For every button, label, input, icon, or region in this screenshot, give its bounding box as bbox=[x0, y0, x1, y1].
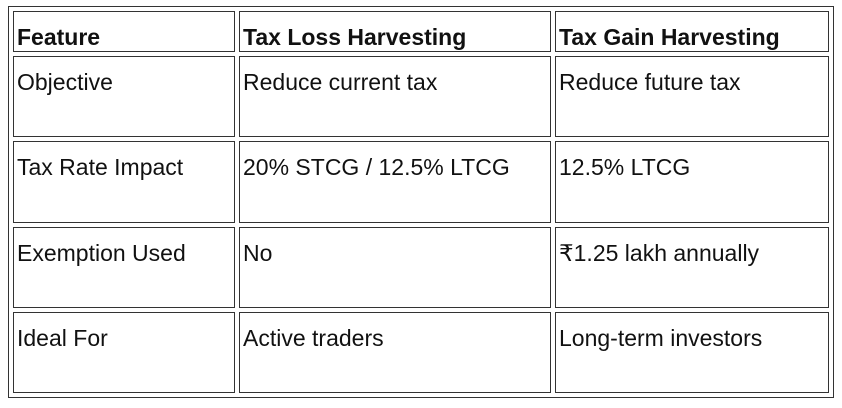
header-cell: Tax Loss Harvesting bbox=[239, 11, 551, 52]
table-body: Objective Reduce current tax Reduce future… bbox=[13, 56, 829, 393]
table-row: Ideal For Active traders Long-term investo… bbox=[13, 311, 829, 393]
comparison-table-container: Feature Tax Loss Harvesting Tax Gain Harve… bbox=[8, 6, 834, 398]
table-cell: Ideal For bbox=[13, 311, 235, 393]
table-cell: Exemption Used bbox=[13, 226, 235, 308]
table-cell: Tax Rate Impact bbox=[13, 141, 235, 223]
table-row: Objective Reduce current tax Reduce future… bbox=[13, 56, 829, 138]
table-cell: Long-term investors bbox=[555, 311, 829, 393]
table-cell: Reduce current tax bbox=[239, 56, 551, 138]
header-cell: Tax Gain Harvesting bbox=[555, 11, 829, 52]
table-cell: ₹1.25 lakh annually bbox=[555, 226, 829, 308]
table-cell: No bbox=[239, 226, 551, 308]
table-cell: Reduce future tax bbox=[555, 56, 829, 138]
table-cell: Objective bbox=[13, 56, 235, 138]
table-row: Tax Rate Impact 20% STCG / 12.5% LTCG 12.5… bbox=[13, 141, 829, 223]
header-row: Feature Tax Loss Harvesting Tax Gain Harve… bbox=[13, 11, 829, 52]
header-cell: Feature bbox=[13, 11, 235, 52]
table-head: Feature Tax Loss Harvesting Tax Gain Harve… bbox=[13, 11, 829, 52]
table-cell: 12.5% LTCG bbox=[555, 141, 829, 223]
table-row: Exemption Used No ₹1.25 lakh annually bbox=[13, 226, 829, 308]
table-cell: Active traders bbox=[239, 311, 551, 393]
comparison-table: Feature Tax Loss Harvesting Tax Gain Harve… bbox=[8, 6, 834, 398]
table-cell: 20% STCG / 12.5% LTCG bbox=[239, 141, 551, 223]
